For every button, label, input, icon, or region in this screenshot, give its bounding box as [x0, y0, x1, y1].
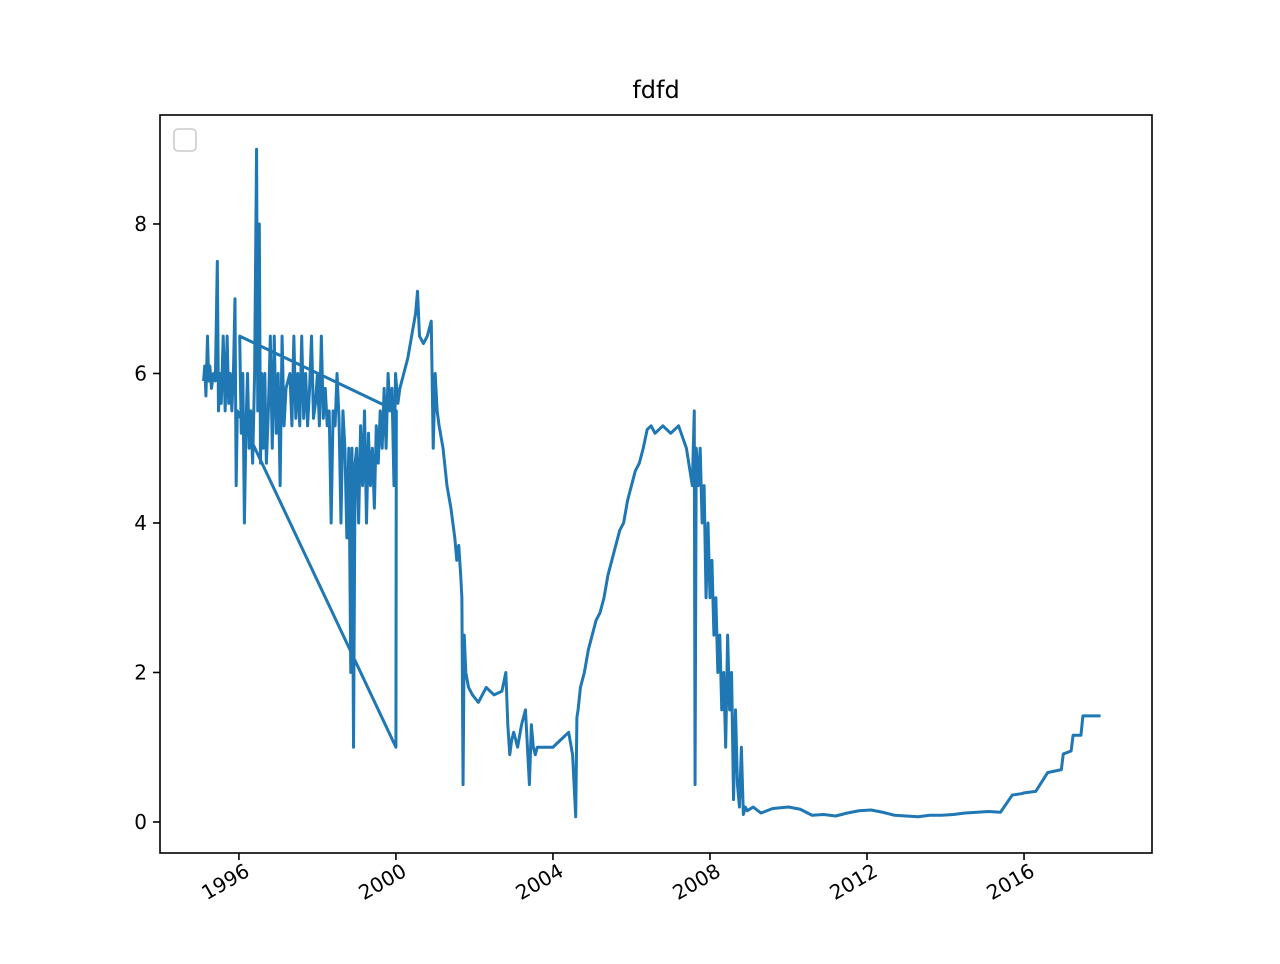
data-line	[202, 147, 1101, 819]
legend-box	[173, 128, 197, 152]
y-tick-label: 0	[134, 810, 147, 834]
y-tick-label: 2	[134, 660, 147, 684]
chart-title: fdfd	[632, 76, 679, 104]
plot-frame	[159, 114, 1153, 854]
y-tick-label: 4	[134, 511, 147, 535]
y-tick-label: 8	[134, 212, 147, 236]
y-tick-label: 6	[134, 361, 147, 385]
